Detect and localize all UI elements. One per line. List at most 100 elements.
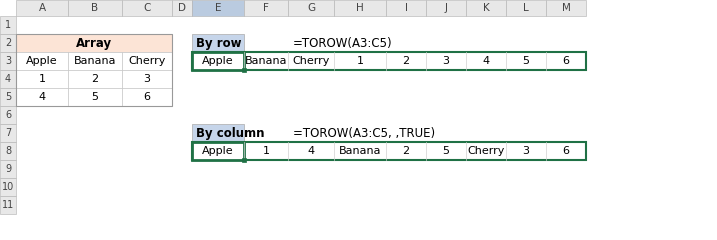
Bar	[288, 178, 334, 196]
Bar	[192, 124, 244, 142]
Bar	[68, 106, 122, 124]
Text: 3: 3	[143, 74, 151, 84]
Bar	[426, 124, 466, 142]
Bar	[242, 158, 246, 162]
Bar	[426, 34, 466, 52]
Bar	[68, 142, 122, 160]
Bar	[16, 16, 68, 34]
Text: J: J	[445, 3, 447, 13]
Bar	[386, 70, 426, 88]
Bar	[288, 196, 334, 214]
Bar	[244, 160, 288, 178]
Bar	[16, 142, 68, 160]
Bar	[466, 106, 506, 124]
Bar	[506, 88, 546, 106]
Bar	[122, 16, 172, 34]
Bar	[288, 106, 334, 124]
Bar	[16, 70, 68, 88]
Bar	[122, 124, 172, 142]
Bar	[244, 0, 288, 16]
Bar	[122, 52, 172, 70]
Bar	[546, 34, 586, 52]
Bar	[242, 68, 246, 72]
Bar	[466, 34, 506, 52]
Bar	[244, 52, 288, 70]
Bar	[244, 196, 288, 214]
Bar	[192, 178, 244, 196]
Bar	[506, 16, 546, 34]
Bar	[426, 196, 466, 214]
Text: 3: 3	[5, 56, 11, 66]
Bar	[288, 34, 334, 52]
Bar	[546, 196, 586, 214]
Bar	[506, 52, 546, 70]
Bar	[122, 106, 172, 124]
Bar	[192, 52, 244, 70]
Bar	[546, 52, 586, 70]
Text: 7: 7	[5, 128, 11, 138]
Text: 3: 3	[523, 146, 529, 156]
Bar	[386, 88, 426, 106]
Bar	[192, 16, 244, 34]
Bar	[192, 124, 244, 142]
Text: F: F	[263, 3, 269, 13]
Text: =TOROW(A3:C5): =TOROW(A3:C5)	[293, 36, 393, 49]
Bar	[386, 178, 426, 196]
Text: By row: By row	[196, 36, 242, 49]
Bar	[192, 106, 244, 124]
Text: B: B	[92, 3, 98, 13]
Bar	[466, 124, 506, 142]
Bar	[334, 196, 386, 214]
Bar	[386, 124, 426, 142]
Text: Apple: Apple	[202, 146, 234, 156]
Text: D: D	[178, 3, 186, 13]
Bar	[288, 88, 334, 106]
Text: H: H	[356, 3, 364, 13]
Bar	[16, 0, 68, 16]
Text: 2: 2	[92, 74, 98, 84]
Bar	[122, 178, 172, 196]
Text: 4: 4	[39, 92, 46, 102]
Bar	[122, 196, 172, 214]
Bar	[192, 70, 244, 88]
Text: 11: 11	[2, 200, 14, 210]
Bar	[546, 70, 586, 88]
Bar	[334, 88, 386, 106]
Bar	[386, 16, 426, 34]
Bar	[334, 178, 386, 196]
Bar	[16, 52, 68, 70]
Bar	[122, 70, 172, 88]
Bar	[506, 0, 546, 16]
Text: 4: 4	[308, 146, 315, 156]
Bar	[122, 88, 172, 106]
Bar	[68, 0, 122, 16]
Bar	[172, 34, 192, 52]
Text: 1: 1	[5, 20, 11, 30]
Bar	[192, 196, 244, 214]
Bar	[426, 52, 466, 70]
Text: Array: Array	[76, 36, 112, 49]
Bar	[16, 88, 68, 106]
Bar	[122, 142, 172, 160]
Bar	[466, 160, 506, 178]
Text: 4: 4	[483, 56, 490, 66]
Bar	[386, 0, 426, 16]
Bar	[288, 52, 334, 70]
Bar	[68, 16, 122, 34]
Bar	[334, 106, 386, 124]
Bar	[466, 52, 506, 70]
Text: 2: 2	[402, 56, 409, 66]
Bar	[288, 16, 334, 34]
Bar	[334, 0, 386, 16]
Bar	[192, 142, 586, 160]
Text: C: C	[143, 3, 151, 13]
Bar	[334, 52, 386, 70]
Bar	[68, 52, 122, 70]
Bar	[172, 178, 192, 196]
Bar	[426, 160, 466, 178]
Bar	[0, 124, 16, 142]
Bar	[386, 106, 426, 124]
Text: E: E	[215, 3, 222, 13]
Bar	[0, 106, 16, 124]
Text: 1: 1	[262, 146, 270, 156]
